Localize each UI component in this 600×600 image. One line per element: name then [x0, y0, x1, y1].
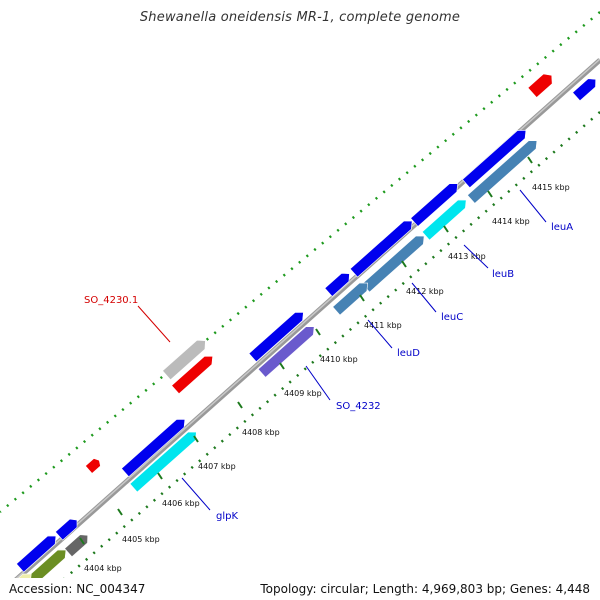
tick-label: 4406 kbp [162, 499, 200, 508]
tick-mark [117, 508, 123, 516]
tick-label: 4415 kbp [532, 183, 570, 192]
tick-mark [237, 401, 243, 409]
rna-red-2[interactable] [171, 352, 217, 395]
feature-gray-SO_4230.1[interactable] [162, 336, 210, 381]
page-title: Shewanella oneidensis MR-1, complete gen… [139, 10, 461, 25]
feature-track [4, 71, 600, 599]
cds-reverse-leuD[interactable] [332, 279, 372, 316]
tick-mark [443, 225, 449, 233]
gene-label-track: SO_4230.1 glpK SO_4232 leuD leuC leuB leuA [84, 189, 573, 522]
tick-mark [401, 260, 407, 268]
tick-label: 4404 kbp [84, 564, 122, 573]
tick-label: 4410 kbp [320, 355, 358, 364]
cds-reverse-leuC[interactable] [361, 232, 428, 293]
tick-label: 4411 kbp [364, 321, 402, 330]
cds-forward-2[interactable] [410, 180, 462, 227]
tick-label: 4409 kbp [284, 389, 322, 398]
cds-purple-SO_4232[interactable] [257, 323, 318, 378]
gene-label-leader [463, 244, 489, 269]
cds-forward-3[interactable] [349, 217, 416, 278]
tick-track: 4404 kbp 4405 kbp 4406 kbp 4407 kbp 4408 kbp… [79, 156, 570, 573]
tick-label: 4405 kbp [122, 535, 160, 544]
cds-forward-8[interactable] [15, 532, 59, 573]
tick-mark [279, 362, 285, 370]
tick-label: 4414 kbp [492, 217, 530, 226]
cds-cyan-leuB[interactable] [421, 196, 470, 241]
tick-mark [487, 190, 493, 198]
rna-red-1[interactable] [527, 71, 556, 98]
gene-label-leader [305, 365, 331, 401]
tick-mark [157, 472, 163, 480]
cds-forward-5[interactable] [248, 308, 307, 363]
gene-label[interactable]: leuC [441, 312, 463, 323]
tick-mark [359, 294, 365, 302]
gene-label[interactable]: SO_4230.1 [84, 295, 138, 306]
tick-mark [527, 156, 533, 164]
inner-gc-dots [39, 111, 600, 600]
footer-bar: Accession: NC_004347 Topology: circular;… [0, 578, 600, 600]
tick-label: 4407 kbp [198, 462, 236, 471]
rna-red-3[interactable] [85, 457, 102, 474]
cds-forward-7[interactable] [54, 516, 80, 541]
cds-forward-1[interactable] [462, 126, 529, 189]
tick-label: 4408 kbp [242, 428, 280, 437]
tick-mark [315, 328, 321, 336]
cds-reverse-leuA[interactable] [467, 137, 540, 204]
tick-mark [79, 537, 85, 545]
tick-label: 4412 kbp [406, 287, 444, 296]
outer-gc-dots [0, 11, 600, 513]
gene-label-leader [411, 282, 437, 313]
cds-forward-4[interactable] [324, 270, 353, 297]
cds-cyan-glpK[interactable] [129, 428, 200, 493]
gene-label-leader [181, 477, 211, 511]
gene-label[interactable]: glpK [216, 511, 238, 522]
gene-label[interactable]: leuB [492, 269, 514, 280]
gene-label[interactable]: leuD [397, 348, 420, 359]
cds-forward-edge[interactable] [572, 75, 600, 102]
gene-label-leader [367, 319, 393, 349]
gene-label[interactable]: leuA [551, 222, 573, 233]
genome-summary-text: Topology: circular; Length: 4,969,803 bp… [260, 582, 590, 596]
gene-label[interactable]: SO_4232 [336, 401, 381, 412]
gene-label-leader [137, 305, 171, 343]
gene-label-leader [519, 189, 547, 223]
accession-text: Accession: NC_004347 [9, 582, 146, 596]
tick-label: 4413 kbp [448, 252, 486, 261]
tick-mark [193, 435, 199, 443]
cds-forward-6[interactable] [121, 415, 188, 478]
